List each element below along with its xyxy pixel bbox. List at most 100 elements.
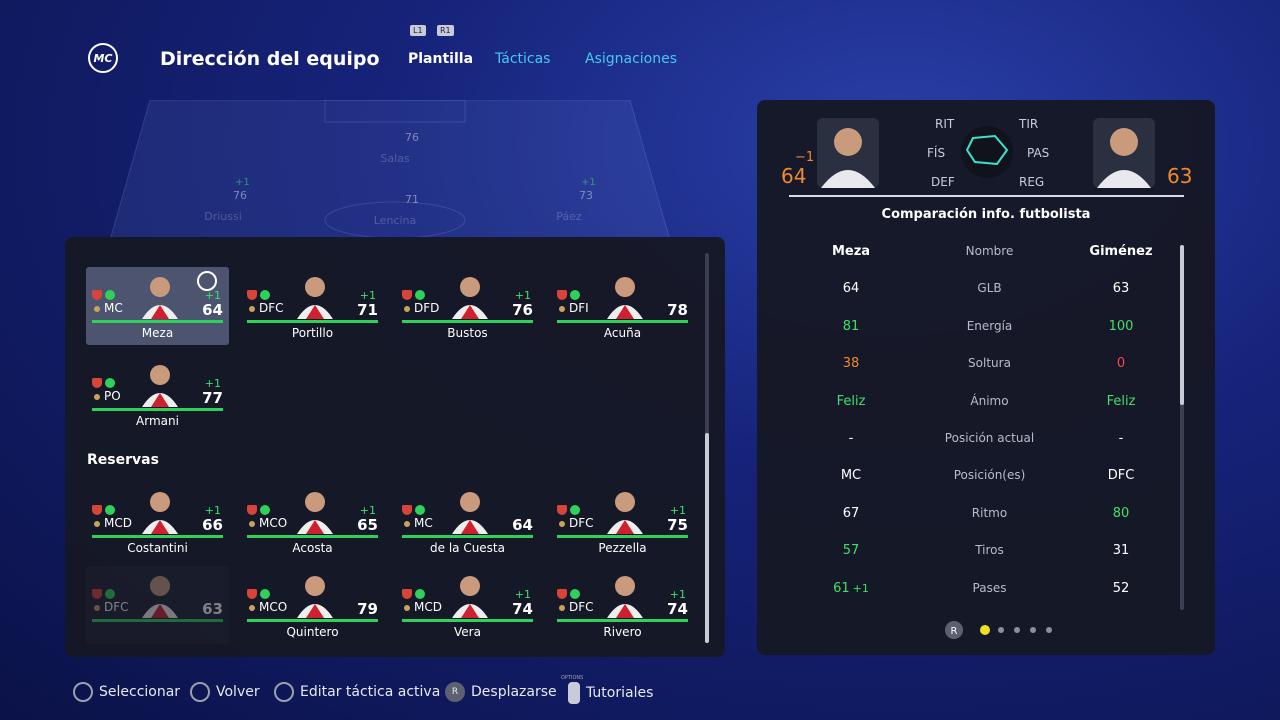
tab[interactable]: Asignaciones <box>585 51 678 67</box>
energy-bar <box>92 619 223 622</box>
player-card[interactable]: MCD +1 66 Costantini <box>86 482 229 560</box>
player-name: Costantini <box>127 541 188 555</box>
rating: 74 <box>512 600 533 618</box>
player-card[interactable]: DFC 63 <box>86 566 229 644</box>
tab[interactable]: Tácticas <box>495 51 551 67</box>
row-label: Ánimo <box>970 393 1009 408</box>
form-icon <box>92 378 102 388</box>
player-card[interactable]: DFI 78 Acuña <box>551 267 694 345</box>
energy-bar <box>557 535 688 538</box>
radar-label: RIT <box>935 117 955 131</box>
position: DFI <box>559 301 589 315</box>
boost: +1 <box>204 504 221 517</box>
compare-row: 64 GLB 63 <box>757 281 1215 301</box>
mood-icon <box>105 378 115 388</box>
status-icons <box>247 285 273 304</box>
radar-label: DEF <box>931 175 955 189</box>
position: MCO <box>249 600 287 614</box>
player-photo <box>142 277 178 319</box>
player-card[interactable]: MC +1 64 Meza <box>86 267 229 345</box>
energy-bar <box>247 320 378 323</box>
mood-icon <box>260 505 270 515</box>
footer-item[interactable]: Editar táctica activa <box>274 682 440 702</box>
boost: +1 <box>669 504 686 517</box>
mood-icon <box>415 589 425 599</box>
player-name: Rivero <box>603 625 642 639</box>
left-text: 64 <box>842 281 860 297</box>
rating: 66 <box>202 516 223 534</box>
compare-title: Comparación info. futbolista <box>881 207 1091 222</box>
pitch-name: Lencina <box>373 214 417 227</box>
position: MCD <box>404 600 442 614</box>
pitch-rating: 76 <box>233 189 247 202</box>
player-card[interactable]: DFC +1 75 Pezzella <box>551 482 694 560</box>
rating: 75 <box>667 516 688 534</box>
position: MCO <box>249 516 287 530</box>
energy-bar <box>402 535 533 538</box>
boost: +1 <box>514 289 531 302</box>
squad-panel: Reservas MC +1 64 Meza DFC +1 71 Portillo DFD +1 7… <box>65 237 725 657</box>
player-card[interactable]: MCD +1 74 Vera <box>396 566 539 644</box>
radar-label: FÍS <box>927 146 946 160</box>
energy-bar <box>92 320 223 323</box>
swap-icon <box>197 271 217 291</box>
left-text: 67 <box>842 505 860 521</box>
rating: 64 <box>512 516 533 534</box>
footer-item[interactable]: R Desplazarse <box>445 682 557 702</box>
left-value: MC <box>801 468 901 483</box>
compare-row: Meza Nombre Giménez <box>757 244 1215 264</box>
status-icons <box>557 584 583 603</box>
position: DFC <box>94 600 129 614</box>
button-glyph <box>73 682 93 702</box>
rating: 65 <box>357 516 378 534</box>
divider <box>789 195 1184 197</box>
status-icons <box>247 584 273 603</box>
player-card[interactable]: MC 64 de la Cuesta <box>396 482 539 560</box>
mood-icon <box>570 589 580 599</box>
player-name: Portillo <box>291 326 334 340</box>
footer-item[interactable]: Tutoriales <box>568 682 653 704</box>
status-icons <box>557 285 583 304</box>
title: Dirección del equipo <box>160 48 380 70</box>
player-name: Acosta <box>292 541 333 555</box>
left-value: Feliz <box>801 394 901 409</box>
pitch-boost: +1 <box>581 177 596 188</box>
player-card[interactable]: DFC +1 74 Rivero <box>551 566 694 644</box>
pitch-rating: 73 <box>579 189 593 202</box>
player-card[interactable]: PO +1 77 Armani <box>86 355 229 433</box>
pitch-player: 71 Lencina <box>355 190 435 238</box>
right-value: 0 <box>1116 356 1126 372</box>
player-name: Vera <box>454 625 481 639</box>
form-icon <box>92 589 102 599</box>
status-icons <box>402 584 428 603</box>
rating: 64 <box>202 301 223 319</box>
left-text: Meza <box>831 244 871 259</box>
form-icon <box>247 589 257 599</box>
boost: +1 <box>204 289 221 302</box>
player-card[interactable]: MCO 79 Quintero <box>241 566 384 644</box>
tab[interactable]: Plantilla <box>408 51 474 67</box>
row-label: Soltura <box>968 356 1011 371</box>
form-icon <box>247 505 257 515</box>
position: DFC <box>559 516 594 530</box>
player-photo <box>142 365 178 407</box>
radar-label: TIR <box>1019 117 1039 131</box>
scroll-thumb <box>705 433 709 643</box>
footer-item[interactable]: Volver <box>190 682 260 702</box>
player-card[interactable]: DFC +1 71 Portillo <box>241 267 384 345</box>
player-name: Quintero <box>286 625 339 639</box>
boost: +1 <box>359 289 376 302</box>
left-text: 38 <box>842 356 860 372</box>
player-card[interactable]: MCO +1 65 Acosta <box>241 482 384 560</box>
footer-item[interactable]: Seleccionar <box>73 682 180 702</box>
form-icon <box>92 505 102 515</box>
player-name: Bustos <box>447 326 488 340</box>
mood-icon <box>105 589 115 599</box>
player-card[interactable]: DFD +1 76 Bustos <box>396 267 539 345</box>
button-glyph <box>568 682 580 704</box>
scrollbar <box>1180 245 1184 610</box>
section-title: Reservas <box>87 452 159 468</box>
player-photo <box>297 277 333 319</box>
energy-bar <box>247 535 378 538</box>
left-text: 57 <box>842 543 860 559</box>
